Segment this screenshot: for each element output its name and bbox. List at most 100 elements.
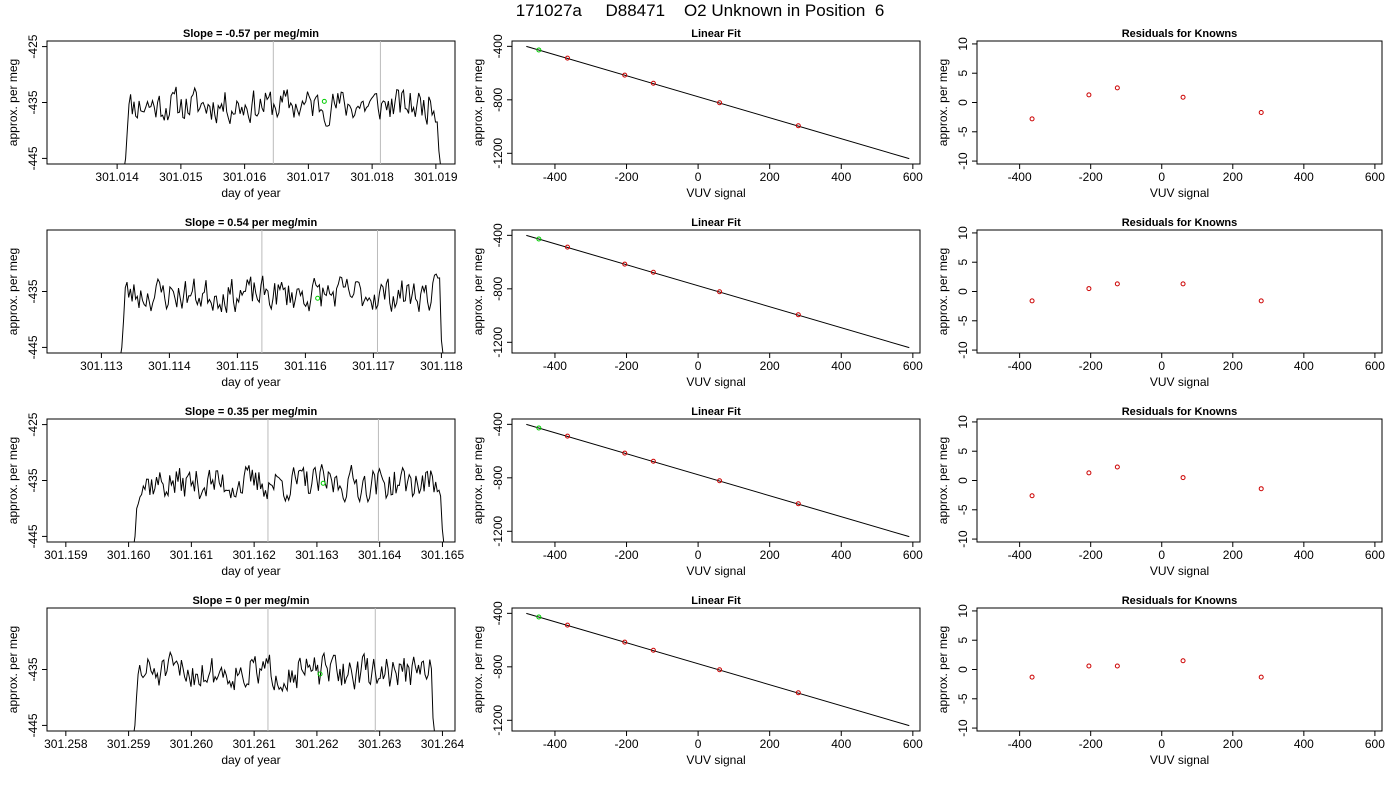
- known-point: [622, 639, 628, 645]
- panel-title: Slope = 0.35 per meg/min: [185, 406, 318, 418]
- panel-r2-c2: Linear Fit VUV signal approx. per meg -400 -…: [471, 217, 923, 389]
- x-tick-label: 600: [1365, 548, 1385, 562]
- y-axis-label: approx. per meg: [471, 248, 485, 335]
- x-axis-label: VUV signal: [1150, 375, 1209, 389]
- plot-frame: [46, 229, 456, 354]
- x-axis-label: day of year: [221, 753, 280, 767]
- panel-title: Slope = 0.54 per meg/min: [185, 217, 318, 229]
- x-tick-label: -200: [1079, 170, 1103, 184]
- x-tick-label: 0: [695, 548, 702, 562]
- x-tick-label: -200: [615, 359, 639, 373]
- plot-area: [526, 234, 910, 349]
- x-tick-label: 301.113: [80, 359, 123, 373]
- x-tick-label: -400: [543, 359, 567, 373]
- y-tick-label: -425: [26, 34, 40, 58]
- y-tick-label: 10: [956, 604, 970, 618]
- panel-title: Residuals for Knowns: [1122, 217, 1238, 229]
- panel-r3-c2: Linear Fit VUV signal approx. per meg -400 -…: [471, 406, 923, 578]
- y-tick-label: -400: [491, 34, 505, 58]
- residual-point: [1180, 475, 1186, 481]
- x-tick-label: 200: [760, 170, 780, 184]
- known-point: [795, 690, 801, 696]
- residual-point: [1258, 486, 1264, 492]
- y-axis-label: approx. per meg: [6, 59, 20, 146]
- y-axis-label: approx. per meg: [6, 437, 20, 524]
- y-tick-label: -1200: [491, 138, 505, 169]
- panel-r3-c1: Slope = 0.35 per meg/min day of year appro…: [6, 406, 464, 578]
- x-tick-label: 200: [760, 737, 780, 751]
- x-tick-label: -400: [543, 548, 567, 562]
- known-point: [564, 55, 570, 61]
- x-tick-label: -200: [1079, 737, 1103, 751]
- y-tick-label: -435: [26, 279, 40, 303]
- y-axis-label: approx. per meg: [471, 626, 485, 713]
- plot-area: [133, 608, 435, 731]
- plot-frame: [976, 418, 1383, 543]
- x-tick-label: 200: [1223, 359, 1243, 373]
- y-tick-label: -5: [956, 693, 970, 704]
- plot-area: [526, 612, 910, 727]
- x-tick-label: 301.165: [421, 548, 465, 562]
- x-axis-label: VUV signal: [1150, 564, 1209, 578]
- plot-area: [133, 419, 445, 542]
- known-point: [622, 261, 628, 267]
- x-tick-label: 200: [760, 548, 780, 562]
- plot-frame: [976, 40, 1383, 165]
- x-tick-label: -400: [543, 170, 567, 184]
- panel-title: Linear Fit: [691, 217, 741, 229]
- x-tick-label: 0: [695, 737, 702, 751]
- x-tick-label: -400: [1008, 737, 1032, 751]
- y-axis-label: approx. per meg: [936, 626, 950, 713]
- x-tick-label: -400: [1008, 170, 1032, 184]
- y-axis-label: approx. per meg: [6, 248, 20, 335]
- x-tick-label: 0: [1158, 548, 1165, 562]
- residual-point: [1180, 658, 1186, 664]
- x-tick-label: 301.016: [223, 170, 267, 184]
- residual-point: [1180, 94, 1186, 100]
- y-tick-label: 0: [956, 477, 970, 484]
- y-tick-label: -10: [956, 152, 970, 170]
- x-tick-label: 600: [1365, 737, 1385, 751]
- x-axis-label: VUV signal: [686, 186, 745, 200]
- x-tick-label: 301.018: [350, 170, 394, 184]
- panel-title: Slope = -0.57 per meg/min: [183, 28, 319, 40]
- x-axis-label: day of year: [221, 375, 280, 389]
- residual-point: [1086, 286, 1092, 292]
- y-tick-label: -445: [26, 335, 40, 359]
- known-point: [795, 501, 801, 507]
- y-tick-label: -800: [491, 276, 505, 300]
- plot-area: [1029, 85, 1264, 122]
- plot-frame: [511, 418, 921, 543]
- plot-frame: [46, 607, 456, 732]
- y-tick-label: -5: [956, 504, 970, 515]
- y-tick-label: 0: [956, 99, 970, 106]
- y-tick-label: -1200: [491, 516, 505, 547]
- x-tick-label: 301.014: [95, 170, 139, 184]
- y-tick-label: -435: [26, 657, 40, 681]
- panel-r4-c2: Linear Fit VUV signal approx. per meg -400 -…: [471, 595, 923, 767]
- plot-frame: [511, 40, 921, 165]
- x-tick-label: 301.115: [216, 359, 259, 373]
- x-axis-label: VUV signal: [1150, 753, 1209, 767]
- panel-r1-c3: Residuals for Knowns VUV signal approx. pe…: [936, 28, 1385, 200]
- y-tick-label: -400: [491, 223, 505, 247]
- panel-title: Linear Fit: [691, 406, 741, 418]
- y-axis-label: approx. per meg: [471, 59, 485, 146]
- y-tick-label: 5: [956, 259, 970, 266]
- y-tick-label: -1200: [491, 705, 505, 736]
- x-tick-label: 600: [1365, 359, 1385, 373]
- x-tick-label: 600: [903, 548, 923, 562]
- residual-point: [1114, 85, 1120, 91]
- x-tick-label: 400: [1294, 359, 1314, 373]
- unknown-point: [321, 98, 327, 104]
- y-tick-label: -5: [956, 126, 970, 137]
- signal-trace: [124, 86, 441, 164]
- plot-area: [120, 230, 444, 353]
- residual-point: [1114, 663, 1120, 669]
- panel-title: Residuals for Knowns: [1122, 28, 1238, 40]
- x-tick-label: 301.159: [44, 548, 88, 562]
- x-axis-label: day of year: [221, 186, 280, 200]
- residual-point: [1258, 109, 1264, 115]
- plot-area: [124, 41, 441, 164]
